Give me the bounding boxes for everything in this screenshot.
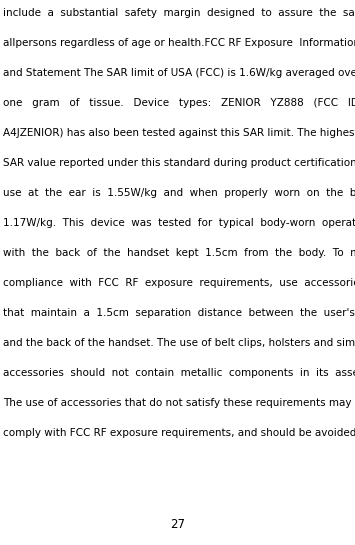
Text: use  at  the  ear  is  1.55W/kg  and  when  properly  worn  on  the  body  is: use at the ear is 1.55W/kg and when prop… [3,188,355,198]
Text: 27: 27 [170,518,185,531]
Text: include  a  substantial  safety  margin  designed  to  assure  the  safety  of: include a substantial safety margin desi… [3,8,355,18]
Text: A4JZENIOR) has also been tested against this SAR limit. The highest: A4JZENIOR) has also been tested against … [3,128,355,138]
Text: that  maintain  a  1.5cm  separation  distance  between  the  user's  body: that maintain a 1.5cm separation distanc… [3,308,355,318]
Text: one   gram   of   tissue.   Device   types:   ZENIOR   YZ888   (FCC   ID:: one gram of tissue. Device types: ZENIOR… [3,98,355,108]
Text: compliance  with  FCC  RF  exposure  requirements,  use  accessories: compliance with FCC RF exposure requirem… [3,278,355,288]
Text: and the back of the handset. The use of belt clips, holsters and similar: and the back of the handset. The use of … [3,338,355,348]
Text: with  the  back  of  the  handset  kept  1.5cm  from  the  body.  To  maintain: with the back of the handset kept 1.5cm … [3,248,355,258]
Text: SAR value reported under this standard during product certification for: SAR value reported under this standard d… [3,158,355,168]
Text: allpersons regardless of age or health.FCC RF Exposure  Information: allpersons regardless of age or health.F… [3,38,355,48]
Text: The use of accessories that do not satisfy these requirements may not: The use of accessories that do not satis… [3,398,355,408]
Text: accessories  should  not  contain  metallic  components  in  its  assembly.: accessories should not contain metallic … [3,368,355,378]
Text: and Statement The SAR limit of USA (FCC) is 1.6W/kg averaged over: and Statement The SAR limit of USA (FCC)… [3,68,355,78]
Text: comply with FCC RF exposure requirements, and should be avoided.: comply with FCC RF exposure requirements… [3,428,355,438]
Text: 1.17W/kg.  This  device  was  tested  for  typical  body-worn  operations: 1.17W/kg. This device was tested for typ… [3,218,355,228]
